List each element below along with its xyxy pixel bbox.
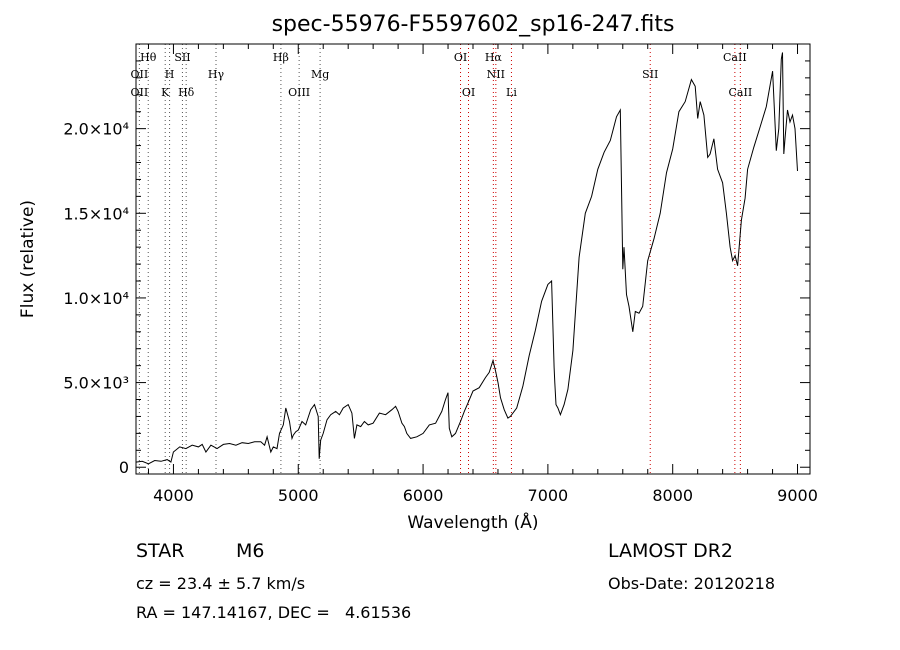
line-label-7: Hγ	[208, 68, 225, 81]
line-label-18: CaII	[729, 86, 753, 99]
x-tick-label-0: 4000	[153, 486, 194, 505]
y-axis-ticks: 0 5.0×10³ 1.0×10⁴ 1.5×10⁴ 2.0×10⁴	[63, 60, 810, 477]
line-label-10: Mg	[311, 68, 329, 81]
y-tick-label-1: 5.0×10³	[63, 374, 129, 393]
y-tick-label-2: 1.0×10⁴	[63, 289, 129, 308]
line-label-4: H	[165, 68, 175, 81]
x-tick-label-5: 9000	[777, 486, 818, 505]
chart-title: spec-55976-F5597602_sp16-247.fits	[272, 12, 675, 37]
line-label-5: K	[161, 86, 170, 99]
obs-date-text: Obs-Date: 20120218	[608, 574, 776, 593]
y-tick-label-0: 0	[119, 458, 129, 477]
spectrum-line	[135, 52, 798, 465]
object-class: STAR	[136, 540, 185, 562]
line-label-14: NII	[487, 68, 505, 81]
x-tick-label-4: 8000	[652, 486, 693, 505]
line-label-2: OII	[131, 86, 149, 99]
line-label-17: CaII	[723, 51, 747, 64]
line-label-12: OI	[462, 86, 475, 99]
x-tick-label-1: 5000	[278, 486, 319, 505]
line-markers	[138, 44, 741, 474]
x-axis-label: Wavelength (Å)	[407, 511, 538, 533]
line-label-13: Hα	[485, 51, 503, 64]
line-label-6: Hδ	[178, 86, 195, 99]
line-label-16: SII	[642, 68, 658, 81]
y-tick-label-3: 1.5×10⁴	[63, 204, 129, 223]
plot-frame	[135, 43, 811, 475]
line-label-9: OIII	[288, 86, 310, 99]
x-axis-ticks: 4000 5000 6000 7000 8000 9000	[147, 44, 818, 505]
survey-name: LAMOST DR2	[608, 540, 733, 562]
redshift-text: cz = 23.4 ± 5.7 km/s	[136, 574, 306, 593]
coordinates-text: RA = 147.14167, DEC = 4.61536	[136, 603, 412, 622]
x-tick-label-2: 6000	[403, 486, 444, 505]
line-label-11: OI	[454, 51, 467, 64]
line-label-1: OII	[131, 68, 149, 81]
x-tick-label-3: 7000	[528, 486, 569, 505]
line-label-8: Hβ	[273, 51, 289, 64]
y-axis-label: Flux (relative)	[18, 200, 38, 318]
y-tick-label-4: 2.0×10⁴	[63, 120, 129, 139]
line-label-15: Li	[506, 86, 517, 99]
line-label-0: Hθ	[140, 51, 157, 64]
object-subclass: M6	[236, 540, 265, 562]
line-label-3: SII	[174, 51, 190, 64]
